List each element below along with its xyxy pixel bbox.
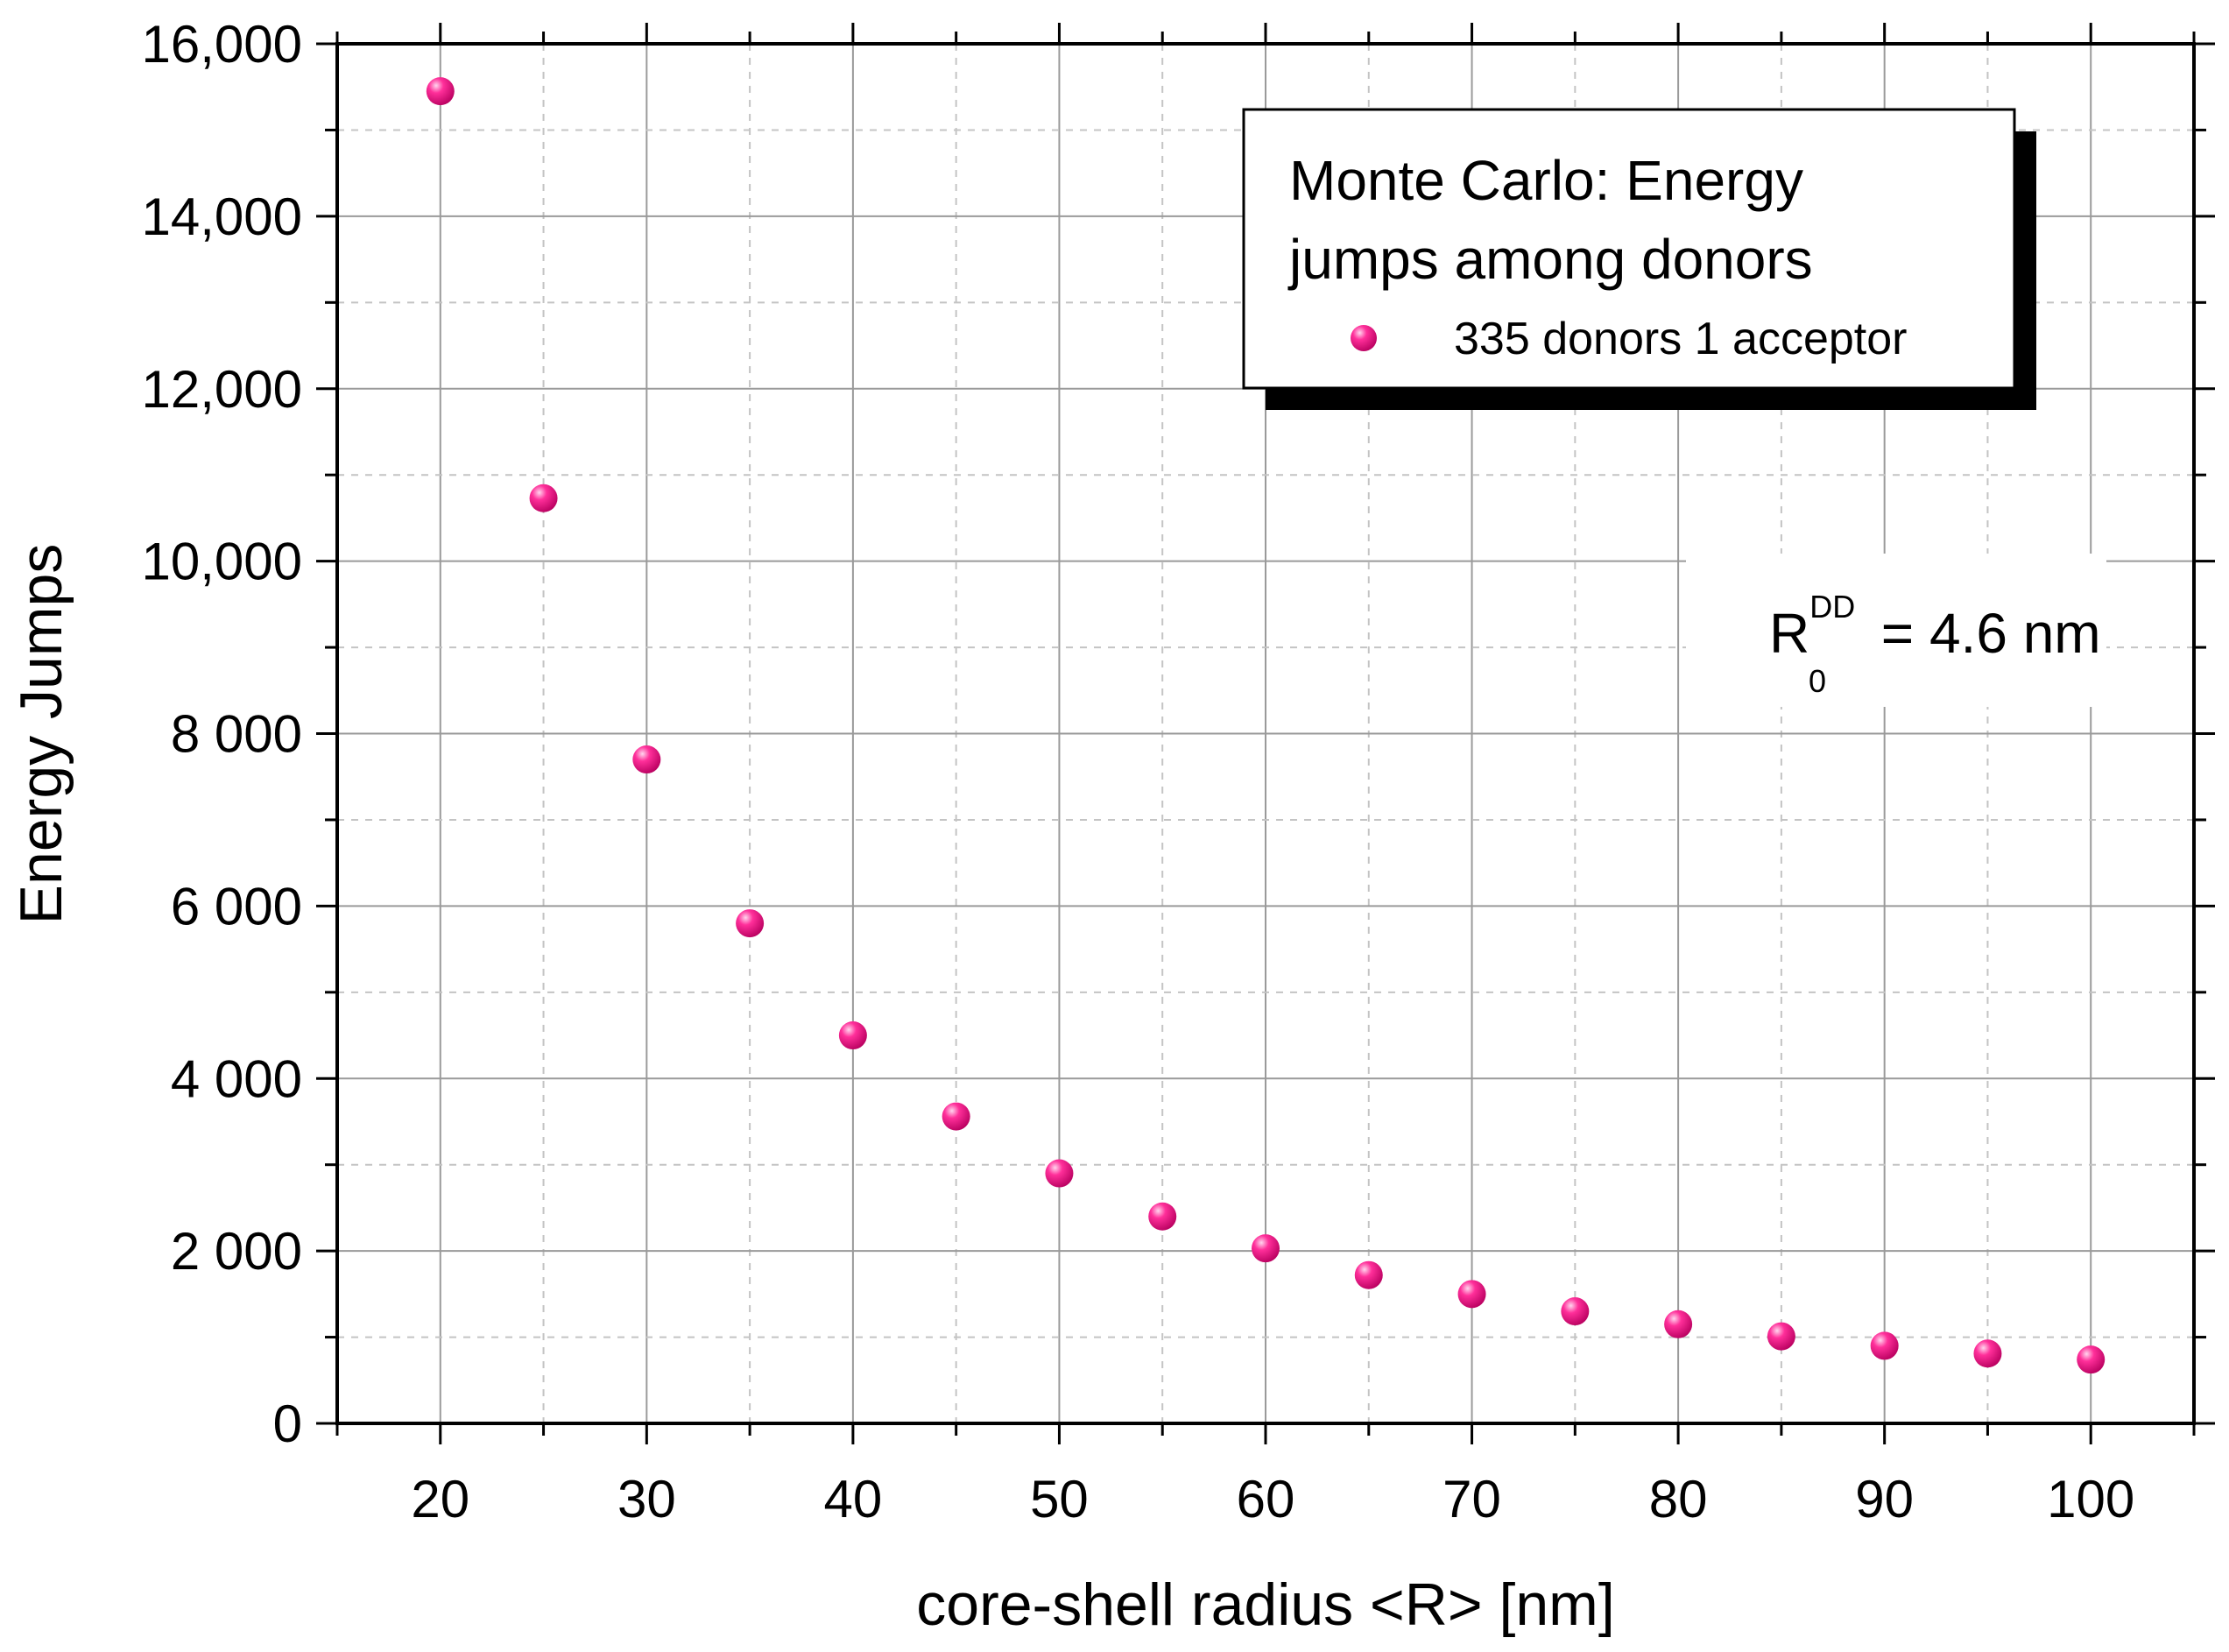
y-tick-label: 14,000 bbox=[141, 187, 302, 246]
data-point bbox=[1457, 1280, 1486, 1309]
annotation-background bbox=[1686, 554, 2106, 707]
annotation-superscript: DD bbox=[1809, 589, 1855, 625]
data-points bbox=[426, 77, 2106, 1374]
annotation-value: = 4.6 nm bbox=[1866, 602, 2101, 665]
annotation-subscript: 0 bbox=[1809, 663, 1826, 699]
y-tick-label: 6 000 bbox=[171, 877, 302, 935]
legend-title-line-2: jumps among donors bbox=[1287, 228, 1813, 291]
data-point bbox=[1767, 1322, 1795, 1351]
y-tick-label: 10,000 bbox=[141, 533, 302, 591]
data-point bbox=[1561, 1297, 1590, 1326]
legend: Monte Carlo: Energy jumps among donors 3… bbox=[1242, 108, 2036, 410]
y-tick-label: 0 bbox=[273, 1394, 302, 1453]
y-tick-label: 16,000 bbox=[141, 15, 302, 74]
data-point bbox=[1870, 1331, 1899, 1360]
x-tick-label: 20 bbox=[411, 1470, 469, 1528]
y-tick-label: 8 000 bbox=[171, 705, 302, 764]
x-tick-label: 60 bbox=[1237, 1470, 1295, 1528]
legend-entry-label: 335 donors 1 acceptor bbox=[1454, 314, 1907, 364]
data-point bbox=[1148, 1202, 1177, 1231]
x-tick-label: 30 bbox=[617, 1470, 676, 1528]
annotation-symbol: R bbox=[1769, 602, 1809, 665]
y-tick-label: 12,000 bbox=[141, 360, 302, 419]
x-tick-label: 90 bbox=[1855, 1470, 1914, 1528]
tick-labels: 20 30 40 50 60 70 80 90 100 0 2 000 4 000 6 000 8 000… bbox=[141, 15, 2134, 1528]
x-tick-label: 100 bbox=[2047, 1470, 2134, 1528]
data-point bbox=[1252, 1234, 1280, 1263]
data-point bbox=[838, 1021, 867, 1050]
data-point bbox=[529, 484, 558, 512]
data-point bbox=[736, 909, 765, 938]
annotation-text: RDD 0 = 4.6 nm bbox=[1769, 589, 2101, 699]
legend-marker bbox=[1351, 325, 1377, 351]
data-point bbox=[1045, 1159, 1074, 1188]
r0-annotation: RDD 0 = 4.6 nm bbox=[1686, 554, 2106, 707]
data-point bbox=[2077, 1345, 2106, 1374]
data-point bbox=[1354, 1260, 1383, 1289]
y-axis-title: Energy Jumps bbox=[8, 544, 74, 925]
x-tick-label: 70 bbox=[1443, 1470, 1501, 1528]
y-tick-label: 4 000 bbox=[171, 1049, 302, 1108]
axis-ticks bbox=[316, 23, 2215, 1444]
data-point bbox=[1973, 1339, 2002, 1368]
x-axis-title: core-shell radius <R> [nm] bbox=[916, 1571, 1614, 1638]
data-point bbox=[632, 745, 661, 774]
x-tick-label: 80 bbox=[1649, 1470, 1708, 1528]
data-point bbox=[1664, 1310, 1693, 1338]
legend-title-line-1: Monte Carlo: Energy bbox=[1289, 149, 1803, 212]
data-point bbox=[426, 77, 455, 106]
x-tick-label: 50 bbox=[1030, 1470, 1089, 1528]
y-tick-label: 2 000 bbox=[171, 1222, 302, 1281]
data-point bbox=[942, 1102, 970, 1131]
x-tick-label: 40 bbox=[824, 1470, 883, 1528]
